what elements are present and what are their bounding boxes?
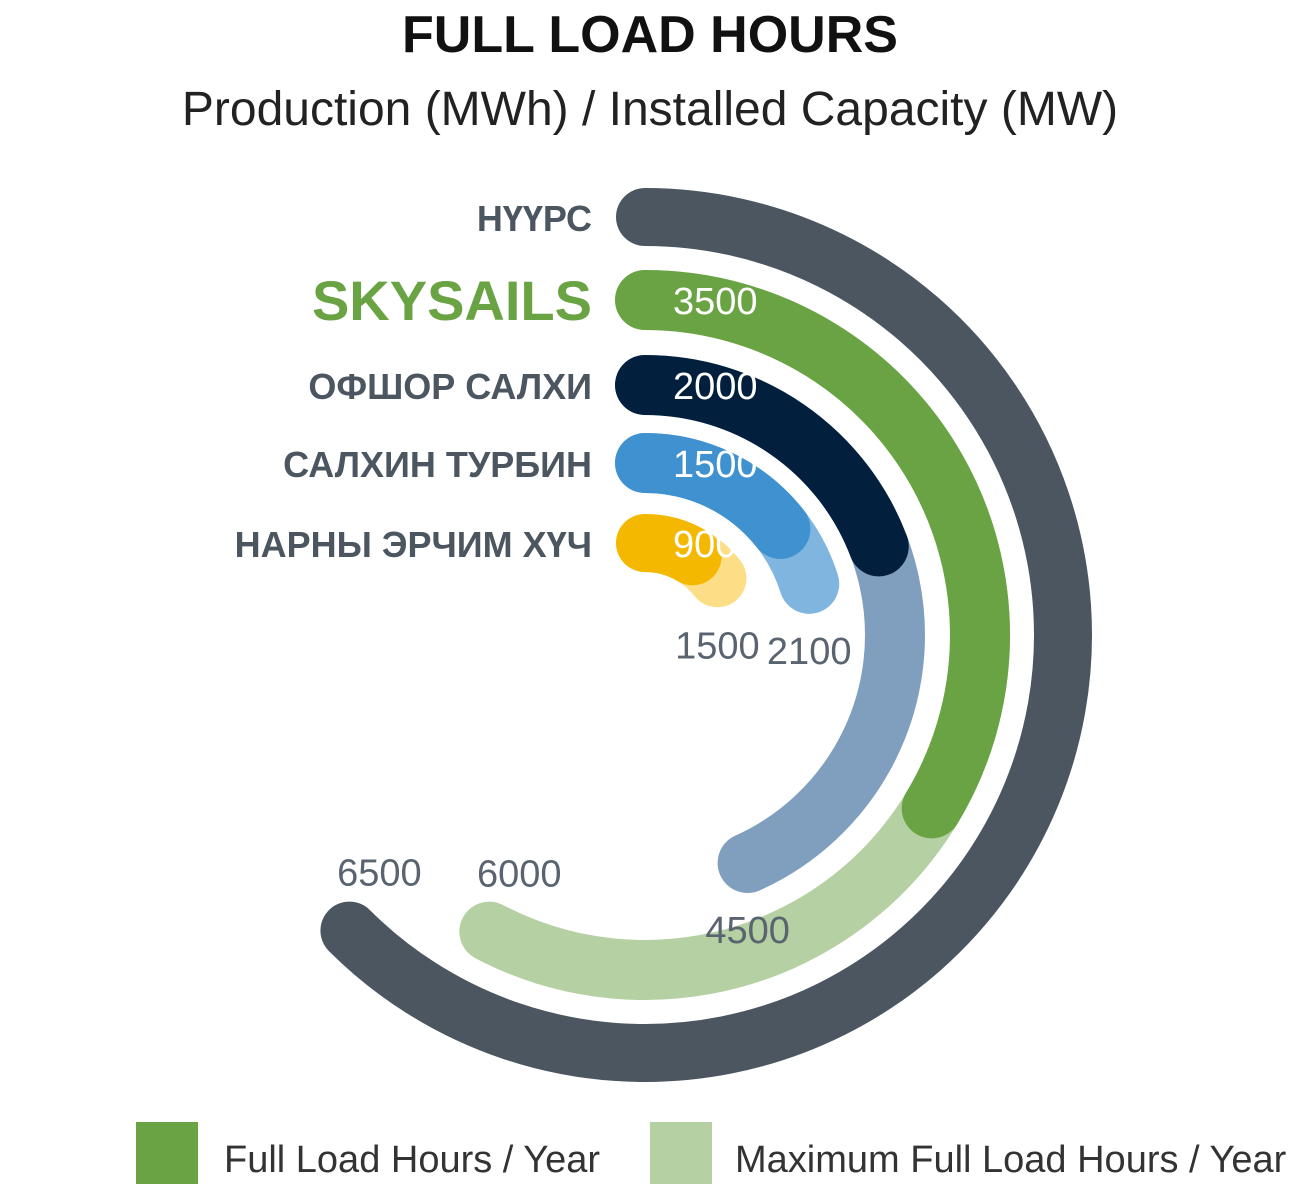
- legend-label-full-load: Full Load Hours / Year: [224, 1139, 600, 1181]
- legend: Full Load Hours / Year Maximum Full Load…: [136, 1122, 1287, 1184]
- legend-label-max-full-load: Maximum Full Load Hours / Year: [735, 1139, 1287, 1181]
- max-full-load-value-0: 6500: [337, 853, 422, 895]
- chart-subtitle: Production (MWh) / Installed Capacity (M…: [182, 83, 1118, 136]
- full-load-arc-4: [616, 514, 722, 586]
- max-full-load-value-4: 1500: [675, 625, 760, 667]
- max-full-load-value-1: 6000: [477, 854, 562, 896]
- full-load-value-4: 900: [673, 524, 736, 566]
- max-full-load-value-2: 4500: [705, 910, 790, 952]
- chart-title: FULL LOAD HOURS: [402, 6, 898, 64]
- category-label-2: ОФШОР САЛХИ: [308, 366, 592, 407]
- full-load-value-3: 1500: [673, 444, 758, 486]
- legend-swatch-max-full-load: [650, 1122, 712, 1184]
- category-label-3: САЛХИН ТУРБИН: [283, 444, 592, 485]
- full-load-arc-1: [615, 270, 1010, 839]
- full-load-arc-2: [615, 355, 909, 577]
- radial-bars: [320, 188, 1092, 1082]
- max-full-load-value-3: 2100: [767, 631, 852, 673]
- full-load-value-2: 2000: [673, 366, 758, 408]
- category-labels: 6500 НҮҮРС 3500 6000 SKYSAILS 2000 4500 ОФШОР С…: [235, 198, 852, 952]
- category-label-4: НАРНЫ ЭРЧИМ ХҮЧ: [235, 524, 592, 565]
- category-label-1: SKYSAILS: [312, 269, 592, 332]
- legend-swatch-full-load: [136, 1122, 198, 1184]
- max-full-load-arc-0: [320, 188, 1092, 1082]
- full-load-value-1: 3500: [673, 281, 758, 323]
- category-label-0: НҮҮРС: [477, 198, 592, 239]
- full-load-arc-3: [615, 433, 811, 559]
